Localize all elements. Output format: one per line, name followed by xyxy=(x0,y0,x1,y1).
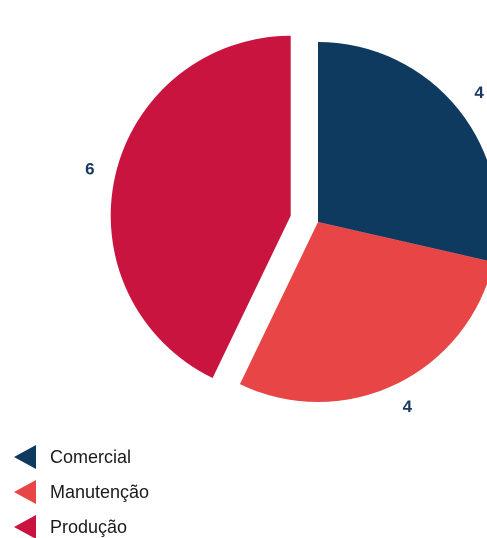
pie-slice-producao xyxy=(110,35,291,378)
pie-data-labels: 4 4 6 xyxy=(85,83,484,416)
legend-label-comercial: Comercial xyxy=(50,447,131,467)
legend-label-producao: Produção xyxy=(50,517,127,537)
data-label-manutencao: 4 xyxy=(403,397,413,416)
pie-slice-manutencao xyxy=(239,222,487,402)
data-label-producao: 6 xyxy=(85,159,94,178)
legend-label-manutencao: Manutenção xyxy=(50,482,149,502)
legend: Comercial Manutenção Produção xyxy=(14,445,149,538)
pie-slices xyxy=(110,35,487,402)
pie-slice-comercial xyxy=(318,42,487,261)
data-label-comercial: 4 xyxy=(474,83,484,102)
legend-marker-comercial xyxy=(14,445,36,469)
legend-marker-producao xyxy=(14,515,36,538)
legend-marker-manutencao xyxy=(14,480,36,504)
